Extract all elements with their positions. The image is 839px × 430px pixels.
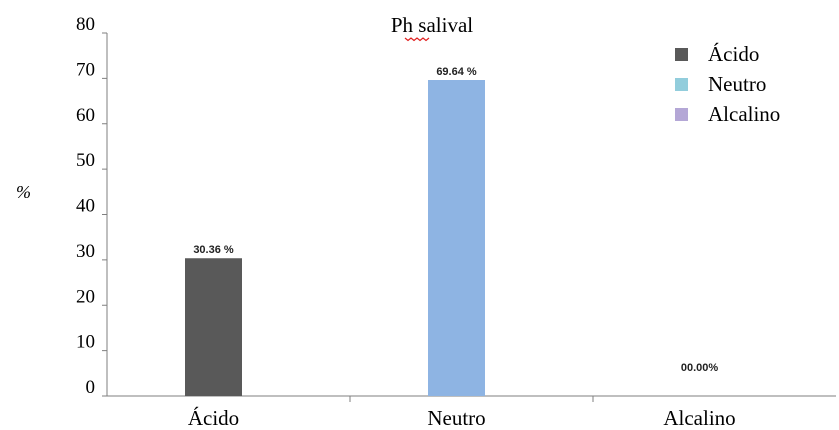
x-tick-label: Alcalino xyxy=(663,406,735,430)
y-tick-label: 30 xyxy=(76,241,95,262)
y-ticks: 0 10 20 30 40 50 60 70 80 xyxy=(76,14,107,398)
legend-swatch xyxy=(675,108,688,121)
y-axis-label: % xyxy=(16,182,31,202)
x-ticks: Ácido Neutro Alcalino xyxy=(188,396,736,430)
bars xyxy=(185,80,485,397)
y-tick-label: 0 xyxy=(86,377,96,398)
y-tick-label: 50 xyxy=(76,150,95,171)
y-tick-label: 60 xyxy=(76,105,95,126)
y-tick-label: 20 xyxy=(76,286,95,307)
data-label: 30.36 % xyxy=(193,244,234,256)
data-labels: 30.36 % 69.64 % 00.00% xyxy=(193,66,718,374)
spellcheck-underline xyxy=(404,37,430,42)
data-label: 69.64 % xyxy=(436,66,477,78)
bar-ácido xyxy=(185,258,242,396)
legend-swatch xyxy=(675,48,688,61)
chart-title: Ph salival xyxy=(391,13,473,37)
y-tick-label: 40 xyxy=(76,196,95,217)
y-tick-label: 10 xyxy=(76,332,95,353)
legend-label: Alcalino xyxy=(708,102,780,126)
x-tick-label: Neutro xyxy=(427,406,485,430)
y-tick-label: 70 xyxy=(76,59,95,80)
y-tick-label: 80 xyxy=(76,14,95,35)
legend-label: Neutro xyxy=(708,72,766,96)
x-tick-label: Ácido xyxy=(188,406,239,430)
bar-neutro xyxy=(428,80,485,397)
legend-label: Ácido xyxy=(708,42,759,66)
legend-swatch xyxy=(675,78,688,91)
data-label: 00.00% xyxy=(681,362,719,374)
legend: Ácido Neutro Alcalino xyxy=(675,42,780,126)
